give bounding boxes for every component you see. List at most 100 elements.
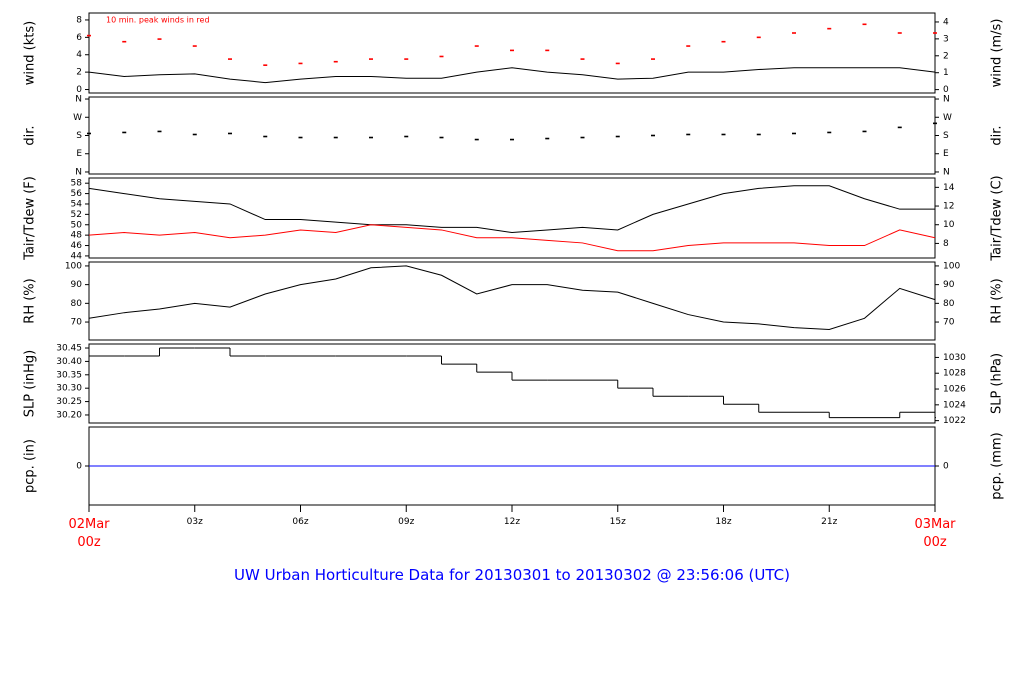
point	[862, 23, 867, 26]
point	[333, 60, 338, 63]
y2-tick-label: 1028	[943, 369, 966, 379]
y-tick-label: 54	[71, 199, 83, 209]
y-tick-label: 48	[71, 231, 83, 241]
chart-title: UW Urban Horticulture Data for 20130301 …	[234, 566, 790, 584]
point	[862, 130, 867, 133]
point	[756, 36, 761, 39]
panel-frame	[88, 261, 936, 341]
point	[651, 134, 655, 137]
x-tick-label: 06z	[292, 517, 309, 527]
point	[721, 40, 726, 43]
point	[827, 131, 832, 134]
point	[298, 136, 303, 139]
y-tick-label: 4	[76, 50, 82, 60]
point	[404, 58, 409, 60]
x-tick-label: 03Mar 00z	[914, 517, 956, 550]
y2-tick-label: S	[943, 131, 949, 141]
y2-tick-label: N	[943, 167, 950, 177]
point	[756, 133, 761, 136]
y2-axis-label: RH (%)	[990, 278, 1005, 323]
x-tick-label: 12z	[503, 517, 521, 527]
y-tick-label: N	[75, 167, 82, 177]
y-tick-label: E	[76, 149, 82, 159]
point	[721, 133, 726, 136]
y-axis-label: pcp. (in)	[23, 439, 38, 493]
y-tick-label: 30.35	[56, 370, 82, 380]
y2-tick-label: 1030	[943, 353, 966, 363]
x-tick-label: 15z	[609, 517, 626, 527]
point	[686, 133, 691, 136]
x-tick-label: 02Mar 00z	[68, 517, 110, 550]
x-tick-label: 09z	[398, 517, 415, 527]
y-tick-label: 100	[65, 261, 82, 271]
y-tick-label: 58	[71, 179, 83, 189]
point	[439, 55, 444, 58]
point	[439, 136, 444, 139]
point	[228, 132, 232, 135]
y-axis-label: dir.	[23, 125, 38, 145]
y-tick-label: S	[76, 131, 82, 141]
panel-frame	[88, 96, 936, 175]
y2-tick-label: 4	[943, 17, 949, 27]
point	[298, 62, 303, 65]
y-tick-label: 8	[76, 15, 82, 25]
y-tick-label: W	[73, 113, 82, 123]
point	[369, 58, 373, 60]
y2-axis-label: wind (m/s)	[990, 19, 1005, 88]
point	[474, 138, 479, 141]
point	[157, 38, 162, 40]
y-tick-label: 50	[71, 220, 83, 230]
y-tick-label: 30.45	[56, 344, 82, 354]
y-axis-label: RH (%)	[23, 278, 38, 323]
series-line	[88, 185, 935, 234]
y2-tick-label: 90	[943, 280, 955, 290]
point	[87, 34, 91, 37]
x-tick-label: 21z	[821, 517, 838, 527]
y2-tick-label: 1	[943, 68, 949, 78]
y-tick-label: 70	[71, 318, 83, 328]
y-tick-label: 30.20	[56, 410, 82, 420]
point	[615, 62, 620, 65]
y-tick-label: 30.30	[56, 384, 82, 394]
point	[263, 135, 268, 138]
point	[545, 137, 550, 140]
point	[192, 45, 197, 47]
y-tick-label: 0	[76, 462, 82, 472]
x-tick-label: 18z	[715, 517, 732, 527]
y2-tick-label: 12	[943, 202, 954, 212]
point	[87, 132, 91, 135]
point	[404, 135, 409, 138]
point	[580, 58, 585, 60]
panel-frame	[88, 177, 936, 259]
y-tick-label: N	[75, 95, 82, 105]
y2-tick-label: 0	[943, 85, 949, 95]
y2-tick-label: 80	[943, 299, 955, 309]
x-tick-label: 03z	[186, 517, 203, 527]
y-tick-label: 80	[71, 299, 83, 309]
y2-axis-label: SLP (hPa)	[990, 353, 1005, 414]
point	[263, 64, 268, 66]
point	[615, 135, 620, 138]
point	[651, 58, 655, 60]
series-line	[88, 265, 936, 331]
point	[897, 126, 902, 129]
point	[510, 49, 514, 52]
annotation: 10 min. peak winds in red	[106, 16, 210, 25]
y2-tick-label: 1022	[943, 416, 966, 426]
y-tick-label: 90	[71, 280, 83, 290]
point	[897, 32, 902, 34]
point	[792, 32, 796, 34]
point	[369, 136, 373, 139]
point	[157, 130, 162, 133]
point	[192, 133, 197, 136]
y2-tick-label: 10	[943, 220, 955, 230]
point	[686, 45, 691, 47]
y-tick-label: 46	[71, 241, 83, 251]
point	[333, 136, 338, 139]
point	[122, 40, 127, 43]
y2-tick-label: 1026	[943, 385, 966, 395]
y2-tick-label: W	[943, 113, 952, 123]
y2-tick-label: 3	[943, 34, 949, 44]
point	[510, 138, 514, 141]
